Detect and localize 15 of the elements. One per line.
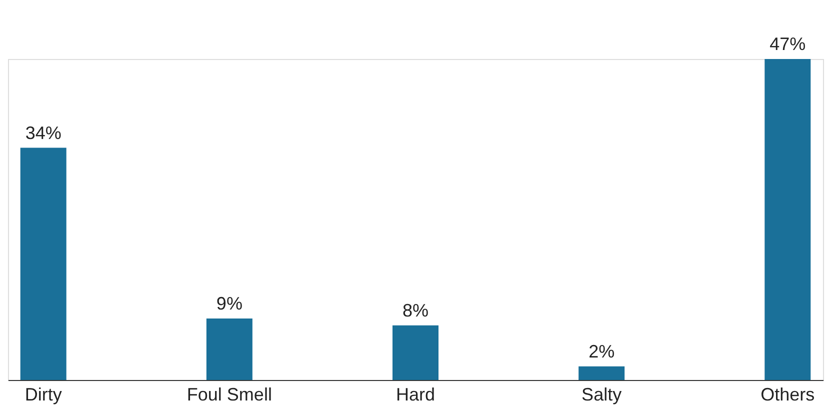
- x-tick-label: Others: [760, 384, 815, 404]
- data-label: 8%: [402, 300, 429, 320]
- bar: [764, 59, 811, 380]
- data-label: 9%: [216, 294, 242, 314]
- bar: [578, 366, 625, 380]
- bar: [206, 318, 252, 380]
- x-tick-label: Hard: [396, 384, 436, 404]
- x-tick-label: Foul Smell: [186, 384, 272, 404]
- data-label: 34%: [25, 122, 62, 143]
- bar: [20, 148, 66, 380]
- data-label: 47%: [770, 34, 806, 54]
- x-tick-label: Salty: [582, 384, 622, 404]
- bar: [392, 325, 438, 380]
- data-label: 2%: [588, 341, 615, 362]
- x-tick-label: Dirty: [24, 384, 62, 404]
